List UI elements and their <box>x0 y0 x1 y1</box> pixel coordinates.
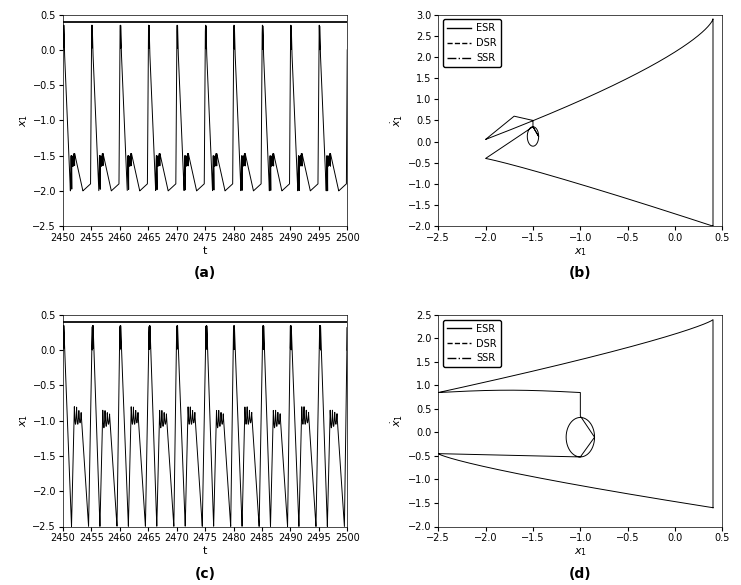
X-axis label: $x_1$: $x_1$ <box>574 246 587 257</box>
Text: (b): (b) <box>569 266 591 280</box>
Text: (a): (a) <box>194 266 216 280</box>
X-axis label: $x_1$: $x_1$ <box>574 546 587 558</box>
Y-axis label: $\dot{x}_1$: $\dot{x}_1$ <box>390 414 405 428</box>
Text: (d): (d) <box>569 567 591 581</box>
Y-axis label: $\dot{x}_1$: $\dot{x}_1$ <box>390 113 405 127</box>
Text: (c): (c) <box>195 567 216 581</box>
Y-axis label: $x_1$: $x_1$ <box>18 414 30 427</box>
Y-axis label: $x_1$: $x_1$ <box>18 114 30 127</box>
Legend: ESR, DSR, SSR: ESR, DSR, SSR <box>443 19 501 67</box>
X-axis label: t: t <box>203 246 207 256</box>
X-axis label: t: t <box>203 546 207 556</box>
Legend: ESR, DSR, SSR: ESR, DSR, SSR <box>443 320 501 367</box>
